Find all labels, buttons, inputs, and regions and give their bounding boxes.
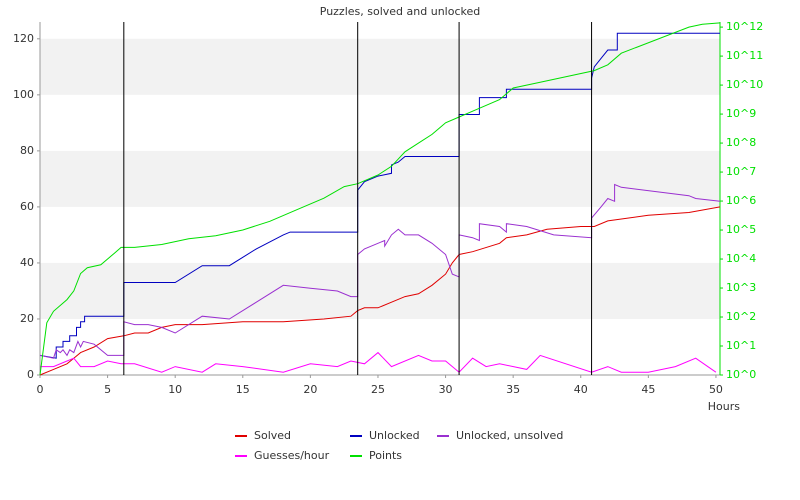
legend-label: Points	[369, 449, 402, 462]
x-tick-label: 5	[104, 383, 111, 396]
x-tick-label: 40	[574, 383, 588, 396]
x-tick-label: 15	[236, 383, 250, 396]
x-tick-label: 45	[641, 383, 655, 396]
x-axis-label: Hours	[708, 400, 740, 413]
y-tick-label: 20	[20, 312, 34, 325]
x-tick-label: 30	[439, 383, 453, 396]
y2-tick-label: 10^5	[726, 223, 756, 236]
x-tick-label: 20	[303, 383, 317, 396]
grid-band	[40, 262, 720, 319]
x-tick-label: 0	[37, 383, 44, 396]
series-line	[40, 351, 717, 373]
legend-label: Unlocked, unsolved	[456, 429, 563, 442]
y-tick-label: 60	[20, 200, 34, 213]
legend-label: Solved	[254, 429, 291, 442]
grid-band	[40, 38, 720, 95]
legend-label: Guesses/hour	[254, 449, 330, 462]
chart-title: Puzzles, solved and unlocked	[320, 5, 480, 18]
y2-tick-label: 10^6	[726, 194, 756, 207]
y-tick-label: 40	[20, 256, 34, 269]
y2-tick-label: 10^7	[726, 165, 756, 178]
x-tick-label: 50	[709, 383, 723, 396]
y-tick-label: 80	[20, 144, 34, 157]
series-line	[39, 183, 721, 359]
y2-tick-label: 10^9	[726, 107, 756, 120]
y2-tick-label: 10^2	[726, 310, 756, 323]
grid-band	[40, 150, 720, 207]
y2-tick-label: 10^1	[726, 339, 756, 352]
x-tick-label: 35	[506, 383, 520, 396]
x-tick-label: 10	[168, 383, 182, 396]
y2-tick-label: 10^8	[726, 136, 756, 149]
y-tick-label: 100	[13, 88, 34, 101]
series-line	[39, 22, 721, 376]
y-tick-label: 0	[27, 368, 34, 381]
x-tick-label: 25	[371, 383, 385, 396]
y2-tick-label: 10^3	[726, 281, 756, 294]
series-line	[39, 206, 721, 376]
y2-tick-label: 10^12	[726, 20, 763, 33]
y2-tick-label: 10^0	[726, 368, 756, 381]
y-tick-label: 120	[13, 32, 34, 45]
y2-tick-label: 10^11	[726, 49, 763, 62]
legend-label: Unlocked	[369, 429, 420, 442]
y2-tick-label: 10^10	[726, 78, 763, 91]
y2-tick-label: 10^4	[726, 252, 756, 265]
